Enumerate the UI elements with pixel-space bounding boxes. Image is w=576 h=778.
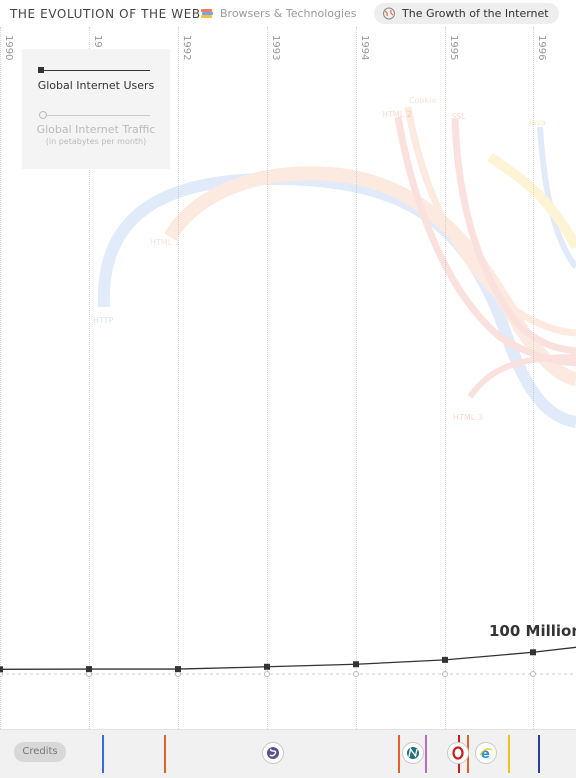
users-point-1995[interactable] <box>442 656 448 663</box>
stream-ssl <box>451 118 576 355</box>
release-tick[interactable] <box>425 735 427 773</box>
stream-html3 <box>467 354 576 399</box>
release-tick[interactable] <box>164 735 166 773</box>
release-tick[interactable] <box>102 735 104 773</box>
year-gridline-1990 <box>0 27 1 729</box>
year-gridline-1993 <box>267 27 268 729</box>
tab-browsers-technologies[interactable]: Browsers & Technologies <box>192 3 367 24</box>
legend-users-label: Global Internet Users <box>37 79 155 92</box>
browser-timeline-footer: Credits e <box>0 729 576 778</box>
credits-button[interactable]: Credits <box>14 742 66 762</box>
stream-cookie <box>404 106 576 337</box>
chart-legend: Global Internet Users Global Internet Tr… <box>22 49 170 169</box>
tech-label-java: Java <box>528 118 546 127</box>
year-gridline-1995 <box>445 27 446 729</box>
tech-label-http: HTTP <box>93 316 114 325</box>
svg-text:e: e <box>481 747 490 760</box>
year-gridline-1996 <box>533 27 534 729</box>
stream-html2 <box>394 116 576 367</box>
legend-users-marker <box>38 67 44 73</box>
traffic-point-1992[interactable] <box>175 671 181 677</box>
year-gridline-1992 <box>178 27 179 729</box>
users-point-1992[interactable] <box>175 666 181 673</box>
app-header: THE EVOLUTION OF THE WEB Browsers & Tech… <box>0 0 576 27</box>
stream-http <box>97 172 576 428</box>
browsers-icon <box>201 9 213 18</box>
users-series-line <box>0 646 576 670</box>
mosaic-browser-icon[interactable] <box>262 742 284 764</box>
legend-traffic-line <box>42 115 150 116</box>
stream-html1 <box>164 166 576 386</box>
users-point-1993[interactable] <box>264 663 270 670</box>
release-tick[interactable] <box>398 735 400 773</box>
timeline-stage: 1990 19 1992 1993 1994 1995 1996 HTTP HTML 1 H… <box>0 27 576 729</box>
tab-growth-label: The Growth of the Internet <box>402 7 549 20</box>
tech-label-ssl: SSL <box>451 112 466 121</box>
traffic-point-1991[interactable] <box>86 671 92 677</box>
app-title: THE EVOLUTION OF THE WEB <box>10 7 201 21</box>
stream-java <box>537 126 576 269</box>
traffic-point-1996[interactable] <box>530 671 536 677</box>
year-gridline-1991 <box>89 27 90 729</box>
traffic-point-1990[interactable] <box>0 671 3 677</box>
users-point-1994[interactable] <box>353 661 359 668</box>
tech-label-html3: HTML 3 <box>453 413 483 422</box>
release-tick[interactable] <box>508 735 510 773</box>
traffic-point-1993[interactable] <box>264 671 270 677</box>
legend-traffic-marker <box>39 111 47 119</box>
legend-traffic-sublabel: (in petabytes per month) <box>45 137 147 146</box>
tech-label-html2: HTML 2 <box>382 110 412 119</box>
traffic-point-1994[interactable] <box>353 671 359 677</box>
users-annotation: 100 Million <box>489 622 576 640</box>
tab-growth-internet[interactable]: The Growth of the Internet <box>374 3 559 24</box>
netscape-browser-icon[interactable] <box>402 742 424 764</box>
legend-traffic-label: Global Internet Traffic <box>36 123 156 136</box>
timeline-chart: HTTP HTML 1 HTML 2 Cookie SSL Java HTML … <box>0 96 576 677</box>
release-tick[interactable] <box>538 735 540 773</box>
legend-users-line <box>40 70 150 71</box>
opera-browser-icon[interactable] <box>447 742 469 764</box>
stream-yellow <box>487 152 576 250</box>
tech-label-html1: HTML 1 <box>150 238 180 247</box>
users-point-1991[interactable] <box>86 666 92 673</box>
year-gridline-1994 <box>356 27 357 729</box>
tab-browsers-label: Browsers & Technologies <box>220 7 357 20</box>
users-point-1990[interactable] <box>0 666 3 673</box>
users-point-1996[interactable] <box>530 649 536 656</box>
internet-explorer-icon[interactable]: e <box>475 742 497 764</box>
globe-icon <box>383 7 395 20</box>
traffic-point-1995[interactable] <box>442 671 448 677</box>
tech-label-cookie: Cookie <box>409 96 436 105</box>
